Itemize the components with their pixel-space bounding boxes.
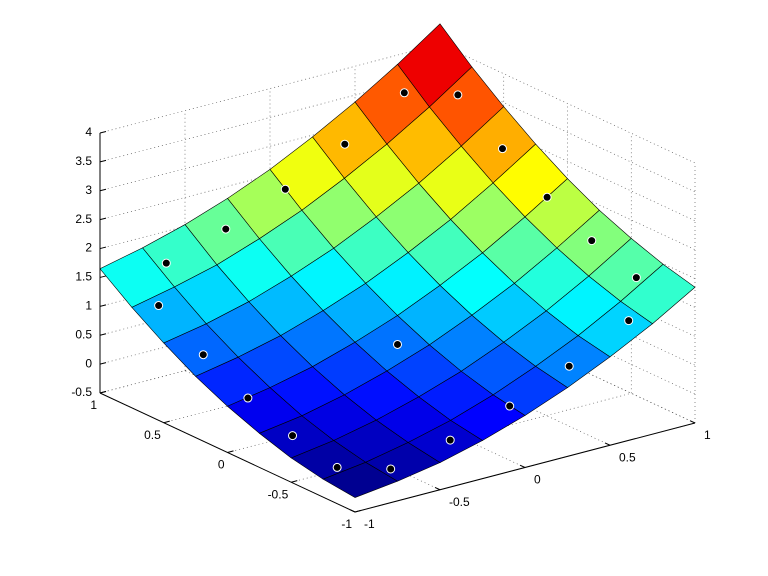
z-tick-label: 3: [85, 183, 92, 197]
data-point: [154, 301, 164, 311]
grid-line: [291, 392, 632, 483]
y-tick-label: 0: [218, 458, 225, 472]
data-point: [340, 139, 350, 149]
data-point: [542, 192, 552, 202]
z-tick-label: 4: [85, 125, 92, 139]
y-tick: [227, 450, 234, 453]
y-tick: [291, 480, 298, 483]
data-point: [497, 144, 507, 154]
y-tick-label: 0.5: [144, 428, 161, 442]
z-tick: [99, 304, 107, 307]
data-point: [505, 401, 515, 411]
data-point: [393, 339, 402, 349]
surface: [99, 23, 696, 498]
data-point: [631, 273, 641, 283]
z-tick: [99, 159, 107, 163]
y-tick-label: -1: [341, 517, 352, 531]
x-tick: [604, 442, 611, 446]
data-point: [221, 224, 231, 234]
z-tick-label: -0.5: [71, 385, 92, 399]
y-tick: [163, 420, 170, 424]
data-point: [288, 431, 298, 441]
z-tick-label: 0.5: [75, 327, 92, 341]
grid-line: [439, 72, 696, 193]
data-point: [198, 350, 208, 360]
z-tick: [99, 246, 107, 250]
y-tick: [354, 509, 362, 513]
data-point: [587, 236, 597, 246]
grid-line: [439, 101, 696, 222]
data-point: [332, 462, 342, 472]
x-tick: [519, 464, 526, 468]
y-tick: [99, 390, 107, 394]
data-point: [453, 90, 463, 100]
z-tick-label: 2: [85, 241, 92, 255]
x-tick-label: 1: [704, 428, 711, 442]
x-tick: [689, 420, 696, 424]
y-tick-label: 1: [90, 398, 97, 412]
x-tick-label: 0: [534, 473, 541, 487]
z-tick-label: 1: [85, 299, 92, 313]
data-point: [161, 258, 171, 268]
surface-patch: [322, 461, 399, 498]
x-tick-label: -1: [364, 517, 375, 531]
x-tick: [434, 486, 441, 491]
z-tick-label: 3.5: [75, 154, 92, 168]
z-tick: [99, 217, 107, 221]
grid-line: [99, 43, 441, 134]
z-tick-label: 0: [85, 356, 92, 370]
x-tick-label: -0.5: [449, 495, 470, 509]
x-tick: [349, 509, 356, 513]
z-tick: [99, 275, 107, 278]
data-point: [564, 361, 574, 371]
z-tick: [99, 333, 107, 336]
z-tick-label: 2.5: [75, 212, 92, 226]
y-tick-label: -0.5: [268, 487, 289, 501]
data-point: [280, 184, 290, 194]
data-point: [445, 435, 455, 445]
z-tick: [99, 188, 107, 192]
z-tick: [99, 362, 107, 365]
z-tick-label: 1.5: [75, 270, 92, 284]
data-point: [386, 464, 396, 474]
data-point: [624, 316, 634, 326]
grid-line: [439, 43, 696, 164]
x-tick-label: 0.5: [619, 450, 636, 464]
z-tick: [99, 131, 107, 134]
data-point: [243, 393, 253, 403]
data-point: [399, 88, 409, 98]
